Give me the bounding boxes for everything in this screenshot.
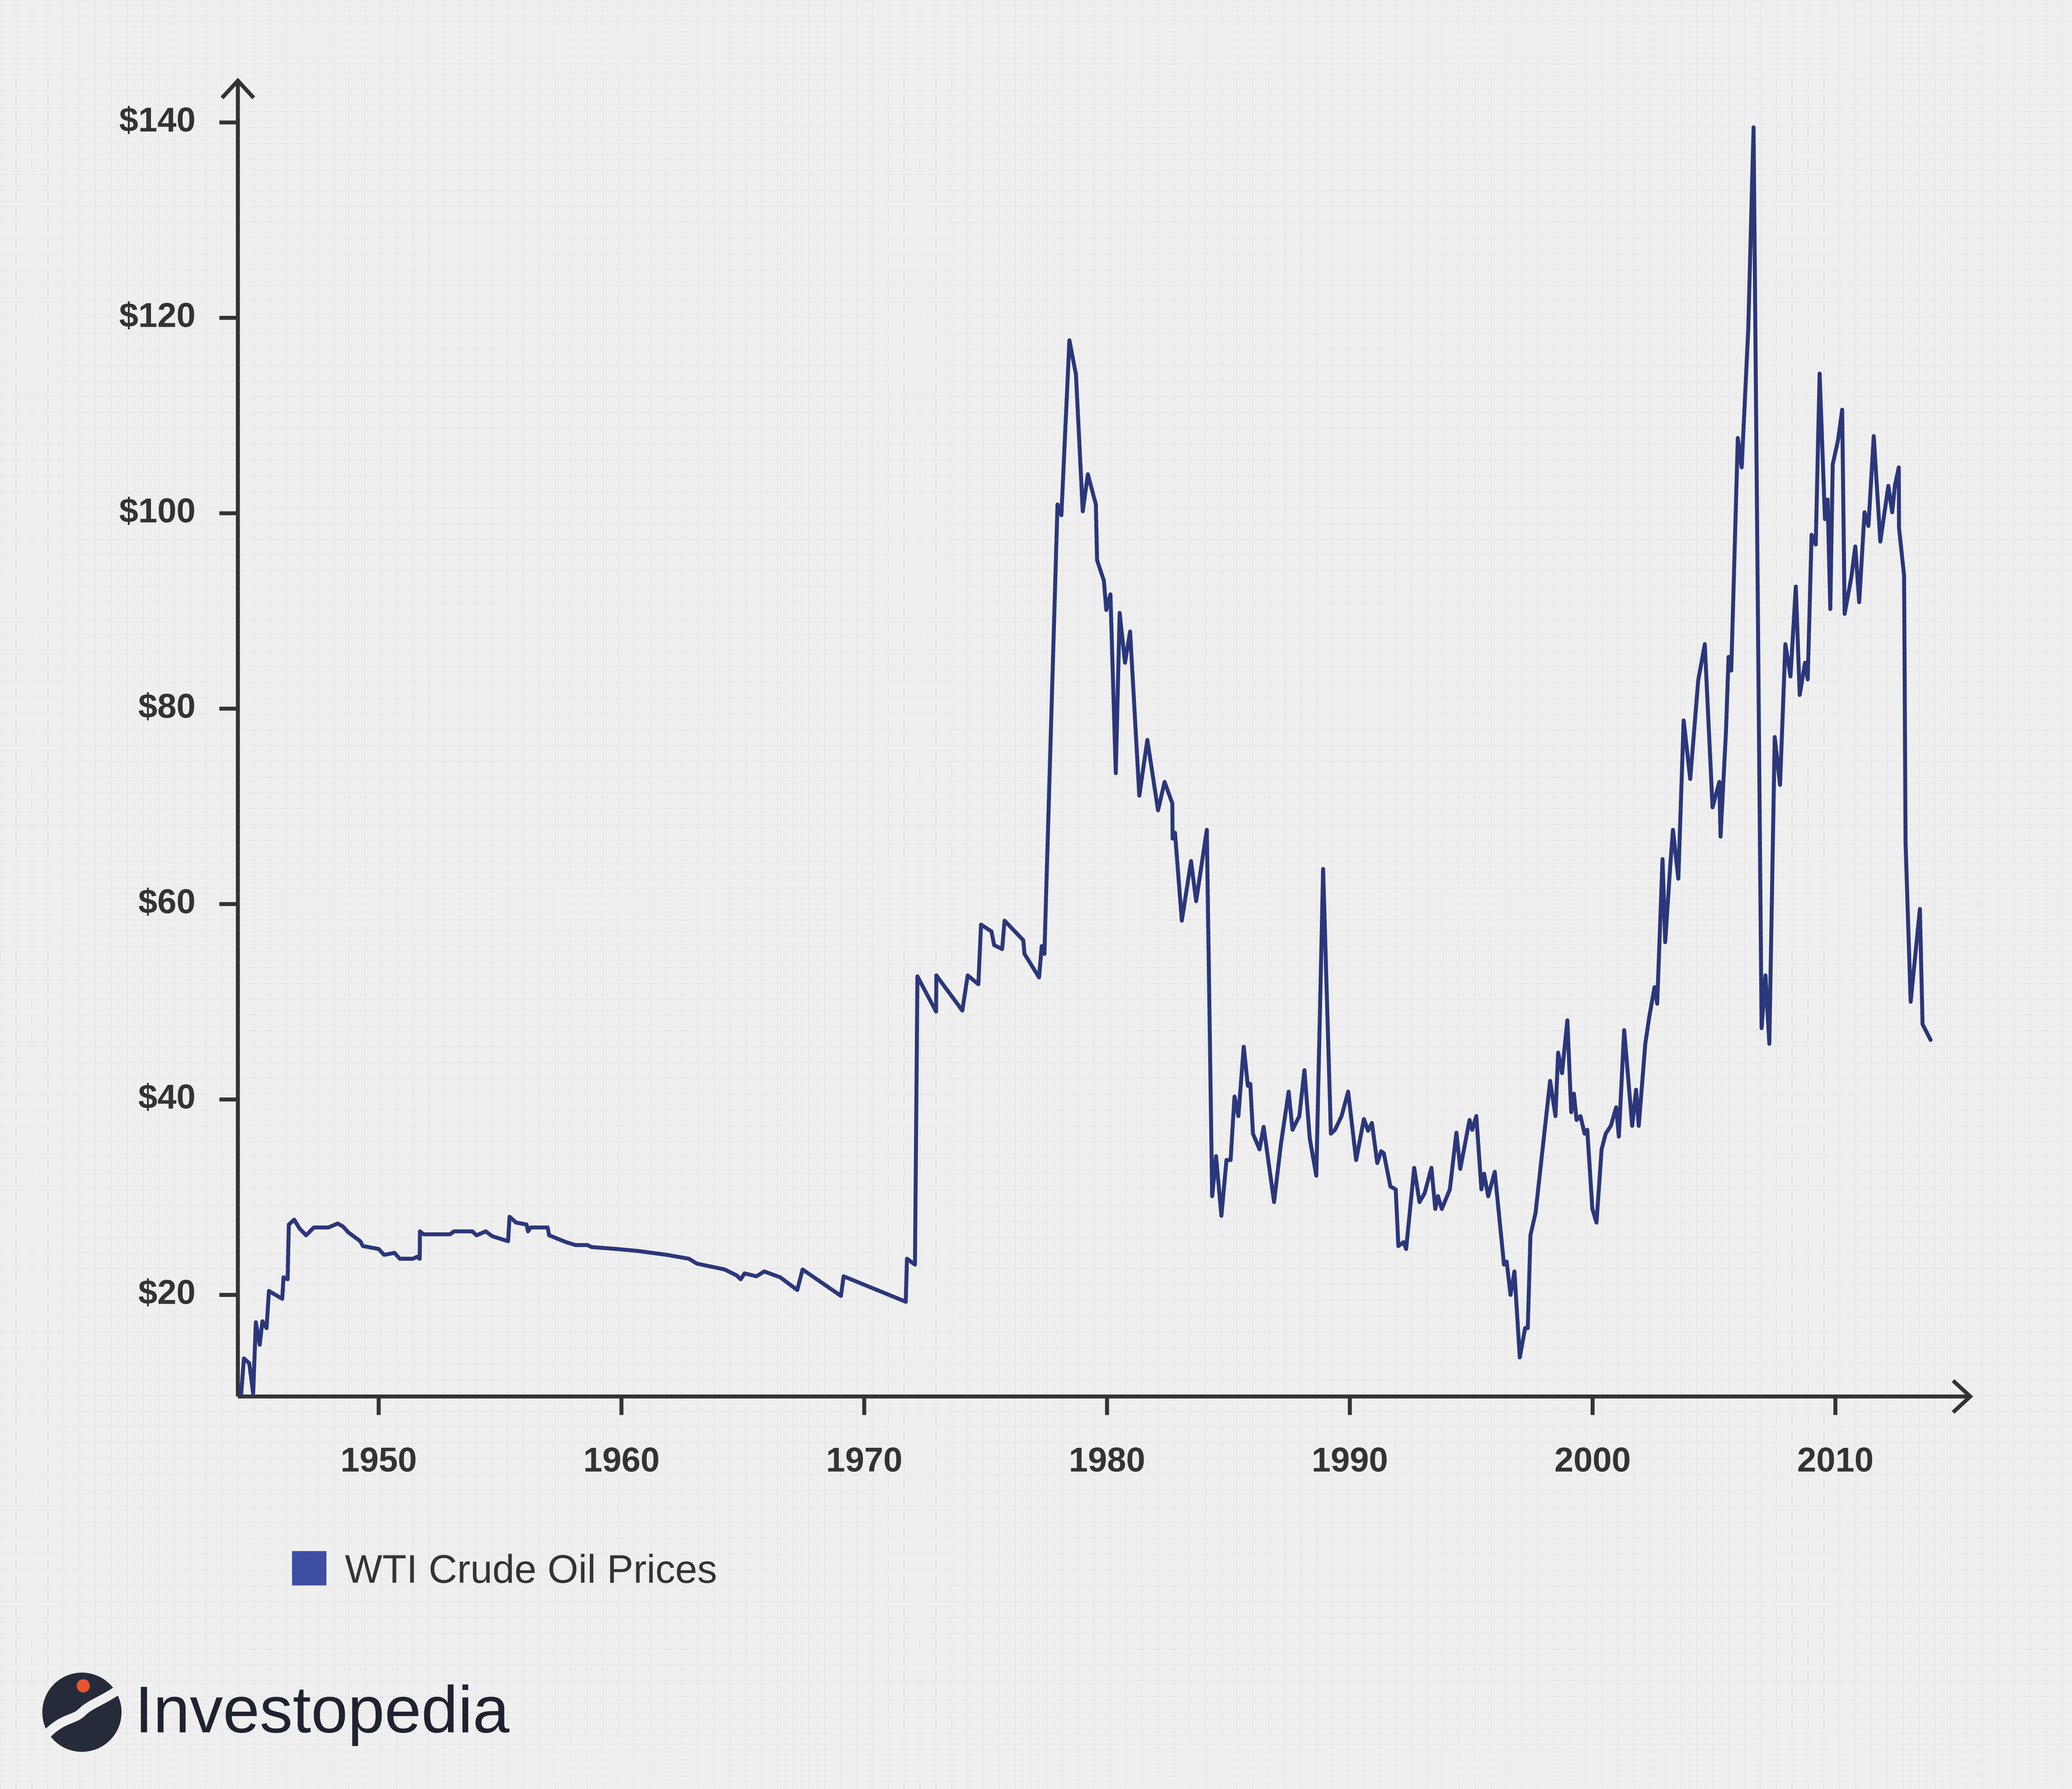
x-tick-label: 1980 [1069,1441,1145,1479]
y-tick-label: $60 [138,883,196,921]
brand-logo [42,1672,122,1752]
data-line [239,125,1933,1396]
brand-text: Investopedia [135,1673,510,1747]
y-tick-label: $80 [138,687,196,725]
legend-label: WTI Crude Oil Prices [345,1547,717,1591]
x-tick-label: 1970 [826,1441,902,1479]
logo-stroke [44,1687,119,1737]
y-tick-label: $140 [119,101,196,139]
y-tick-label: $20 [138,1273,196,1312]
axes [220,78,1973,1414]
logo-dot [76,1679,90,1693]
x-tick-label: 1990 [1312,1441,1388,1479]
y-axis-arrow [220,78,255,99]
x-tick-label: 2000 [1554,1441,1631,1479]
x-tick-label: 1960 [583,1441,659,1479]
x-tick-label: 2010 [1797,1441,1874,1479]
legend-swatch [292,1551,327,1586]
x-axis-arrow [1951,1379,1973,1414]
y-tick-label: $100 [119,492,196,530]
x-tick-label: 1950 [340,1441,417,1479]
y-tick-label: $120 [119,296,196,334]
y-tick-label: $40 [138,1078,196,1116]
